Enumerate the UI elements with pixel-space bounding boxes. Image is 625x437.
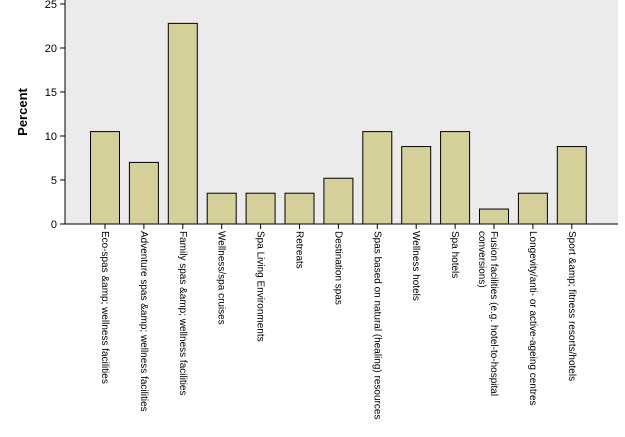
y-tick-label: 25 [45,0,57,11]
bar [401,146,432,225]
y-axis-label: Percent [15,87,30,135]
y-tick-label: 20 [45,43,57,55]
bar [128,161,159,225]
bar [479,208,509,225]
category-label: Adventure spas &amp; wellness facilities [138,231,149,412]
bar [362,131,393,225]
y-tick-label: 15 [45,87,57,99]
bar [245,192,276,225]
category-label: Retreats [294,231,305,269]
category-label: Fusion facilities (e.g. hotel-to-hospita… [476,231,499,396]
bar [90,131,120,225]
category-label: Sport &amp; fitness resorts/hotels [566,231,577,381]
y-tick-label: 0 [51,219,57,231]
bar [517,192,548,225]
bar [206,192,237,225]
category-label: Spa hotels [449,231,460,278]
category-label: Spas based on natural (healing) resource… [371,231,382,419]
category-label: Eco-spas &amp; wellness facilities [99,231,110,384]
category-label: Family spas &amp; wellness facilities [177,231,188,396]
bar [556,146,587,225]
y-tick-label: 10 [45,131,57,143]
category-label: Spa Living Environments [255,231,266,342]
category-label: Wellness/spa cruises [216,231,227,325]
bar [440,131,471,225]
category-label: Destination spas [332,231,343,305]
bar [167,22,198,225]
bar [323,177,354,225]
y-tick-label: 5 [51,175,57,187]
category-label: Longevity/anti- or active-ageing centres [527,231,538,406]
bar [284,192,315,225]
category-label: Wellness hotels [410,231,421,301]
